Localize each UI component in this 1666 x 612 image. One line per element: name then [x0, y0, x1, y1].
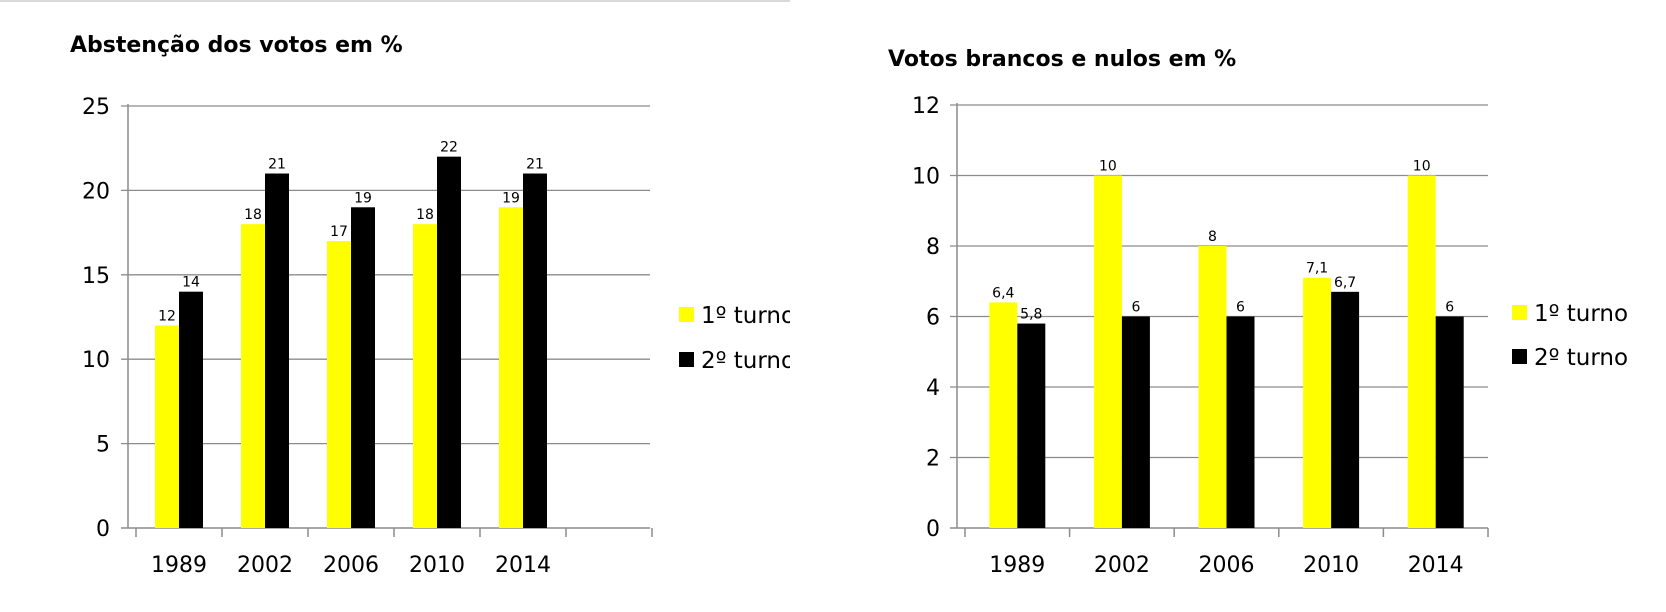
legend-label: 2º turno — [1534, 345, 1628, 371]
data-label: 6 — [1445, 300, 1454, 316]
bar-turno1-2010 — [413, 224, 437, 528]
legend-swatch — [679, 352, 694, 367]
bar-turno2-1989 — [179, 291, 203, 528]
bars — [989, 175, 1464, 528]
bar-turno1-1989 — [989, 302, 1018, 528]
y-tick-label: 2 — [926, 447, 940, 472]
x-tick-label: 2010 — [409, 553, 465, 578]
bar-turno1-2010 — [1303, 277, 1332, 528]
x-tick-label: 2006 — [323, 553, 379, 578]
legend-swatch — [1512, 305, 1527, 320]
bar-turno2-2010 — [437, 156, 461, 528]
chart-title: Votos brancos e nulos em % — [888, 47, 1236, 72]
y-tick-label: 10 — [912, 165, 940, 190]
bar-turno1-2006 — [1198, 246, 1227, 528]
bar-turno2-2006 — [351, 207, 375, 528]
data-label: 6,7 — [1334, 275, 1356, 291]
x-tick-label: 2002 — [237, 553, 293, 578]
bar-turno1-1989 — [155, 325, 179, 528]
y-tick-label: 20 — [82, 179, 110, 204]
legend-label: 2º turno — [701, 348, 790, 374]
bar-turno2-2002 — [1121, 316, 1150, 528]
legend: 1º turno 2º turno — [1512, 301, 1628, 371]
legend-label: 1º turno — [1534, 301, 1628, 327]
bar-turno1-2014 — [1407, 175, 1436, 528]
y-tick-label: 10 — [82, 348, 110, 373]
data-label: 10 — [1099, 159, 1117, 175]
x-tick-label: 2014 — [1408, 553, 1464, 578]
bar-turno1-2002 — [241, 224, 265, 528]
bar-turno2-2006 — [1226, 316, 1255, 528]
legend-swatch — [1512, 349, 1527, 364]
gridlines — [121, 104, 653, 537]
data-label: 6,4 — [992, 285, 1014, 301]
x-tick-label: 2006 — [1199, 553, 1255, 578]
bar-turno2-2002 — [265, 173, 289, 528]
legend-label: 1º turno — [701, 303, 790, 329]
data-label: 5,8 — [1020, 307, 1042, 323]
y-tick-labels: 0 2 4 6 8 10 12 — [912, 94, 940, 542]
bar-turno2-2014 — [1435, 316, 1464, 528]
y-tick-label: 25 — [82, 95, 110, 120]
y-tick-label: 12 — [912, 94, 940, 119]
data-label: 10 — [1413, 159, 1431, 175]
bar-turno2-2010 — [1331, 291, 1360, 528]
x-tick-label: 2002 — [1094, 553, 1150, 578]
data-labels: 12 14 18 21 17 19 18 22 19 21 — [158, 140, 544, 325]
y-tick-label: 6 — [926, 306, 940, 331]
y-tick-labels: 0 5 10 15 20 25 — [82, 95, 110, 542]
data-labels: 6,4 5,8 10 6 8 6 7,1 6,7 10 6 — [992, 159, 1454, 323]
data-label: 22 — [440, 140, 458, 156]
x-tick-labels: 1989 2002 2006 2010 2014 — [989, 553, 1463, 578]
data-label: 19 — [502, 190, 520, 206]
y-tick-label: 0 — [96, 517, 110, 542]
y-tick-label: 4 — [926, 376, 940, 401]
data-label: 18 — [244, 207, 262, 223]
legend: 1º turno 2º turno — [679, 303, 790, 374]
bar-turno1-2002 — [1093, 175, 1122, 528]
bar-turno1-2006 — [327, 241, 351, 529]
x-tick-label: 2014 — [495, 553, 551, 578]
data-label: 19 — [354, 190, 372, 206]
legend-swatch — [679, 307, 694, 322]
x-tick-labels: 1989 2002 2006 2010 2014 — [151, 553, 551, 578]
data-label: 21 — [526, 157, 544, 173]
bars — [155, 156, 547, 529]
x-tick-label: 1989 — [989, 553, 1045, 578]
data-label: 17 — [330, 224, 348, 240]
y-tick-label: 8 — [926, 235, 940, 260]
data-label: 12 — [158, 308, 176, 324]
data-label: 6 — [1131, 300, 1140, 316]
data-label: 14 — [182, 275, 200, 291]
top-divider — [0, 0, 790, 2]
bar-turno2-1989 — [1017, 323, 1046, 528]
y-tick-label: 15 — [82, 264, 110, 289]
bar-turno2-2014 — [523, 173, 547, 528]
blank-null-votes-chart: Votos brancos e nulos em % 0 2 4 6 8 10 12 6,4… — [888, 47, 1628, 578]
data-label: 6 — [1236, 300, 1245, 316]
abstention-chart: Abstenção dos votos em % 0 5 10 15 20 25 12 14… — [70, 33, 790, 578]
data-label: 8 — [1208, 229, 1217, 245]
data-label: 21 — [268, 157, 286, 173]
y-tick-label: 0 — [926, 517, 940, 542]
x-tick-label: 2010 — [1303, 553, 1359, 578]
chart-title: Abstenção dos votos em % — [70, 33, 403, 58]
data-label: 7,1 — [1306, 261, 1328, 277]
data-label: 18 — [416, 207, 434, 223]
y-tick-label: 5 — [96, 433, 110, 458]
bar-turno1-2014 — [499, 207, 523, 528]
x-tick-label: 1989 — [151, 553, 207, 578]
